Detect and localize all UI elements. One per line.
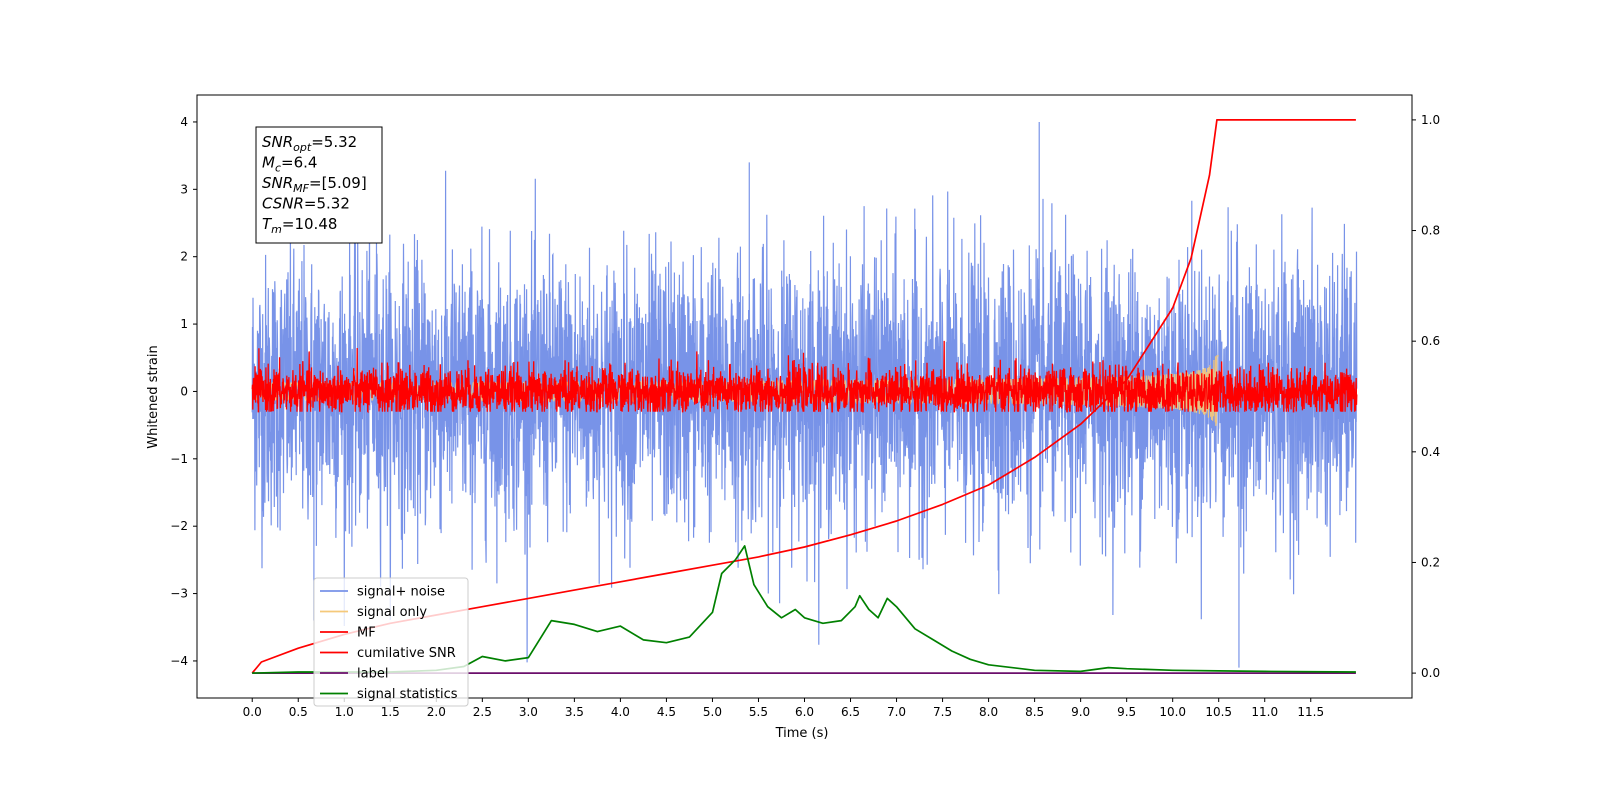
y-axis-right: 0.0 0.2 0.4 0.6 0.8 1.0	[1412, 113, 1440, 680]
x-tick-label: 0.5	[289, 705, 308, 719]
y2-tick-label: 0.6	[1421, 334, 1440, 348]
y2-tick-label: 0.4	[1421, 445, 1440, 459]
x-tick-label: 6.5	[841, 705, 860, 719]
annotation-value: =6.4	[281, 154, 317, 172]
legend-label: signal+ noise	[357, 585, 445, 600]
legend-frame	[313, 577, 469, 707]
x-tick-label: 7.5	[933, 705, 952, 719]
x-tick-label: 7.0	[887, 705, 906, 719]
x-axis-label: Time (s)	[775, 726, 829, 741]
y2-tick-label: 0.8	[1421, 224, 1440, 238]
annotation-line: SNRMF=[5.09]	[262, 174, 367, 195]
annotation-line: Mc=6.4	[262, 154, 317, 175]
x-tick-label: 9.0	[1071, 705, 1090, 719]
x-tick-label: 4.0	[611, 705, 630, 719]
annotation-line: SNRopt=5.32	[262, 133, 357, 154]
y-axis-left: −4 −3 −2 −1 0 1 2 3 4	[170, 115, 197, 668]
series-mf-line	[251, 340, 1358, 414]
annotation-symbol: CSNR	[262, 195, 304, 213]
y-axis-label: Whitened strain	[146, 345, 161, 448]
y-tick-label: 0	[180, 384, 188, 398]
y-tick-label: −2	[170, 519, 188, 533]
x-tick-label: 5.0	[703, 705, 722, 719]
x-tick-label: 11.0	[1251, 705, 1278, 719]
annotation-value: =5.32	[304, 195, 350, 213]
annotation-subscript: opt	[293, 141, 312, 154]
x-tick-label: 11.5	[1297, 705, 1324, 719]
x-tick-label: 1.0	[335, 705, 354, 719]
legend-label: cumilative SNR	[357, 646, 456, 661]
parameter-annotation-box: SNRopt=5.32Mc=6.4SNRMF=[5.09]CSNR=5.32Tm…	[255, 126, 383, 244]
y-tick-label: 1	[180, 317, 188, 331]
x-axis: 0.0 0.5 1.0 1.5 2.0 2.5 3.0 3.5 4.0 4.5 5.0 5.5 6.0 6…	[243, 698, 1324, 719]
series-signal-statistics-line	[252, 545, 1356, 674]
legend-label: MF	[357, 626, 376, 641]
annotation-line: CSNR=5.32	[262, 195, 350, 213]
x-tick-label: 9.5	[1117, 705, 1136, 719]
annotation-subscript: MF	[293, 182, 309, 195]
x-tick-label: 2.5	[473, 705, 492, 719]
y2-tick-label: 1.0	[1421, 113, 1440, 127]
annotation-value: =[5.09]	[309, 174, 367, 192]
y-tick-label: 2	[180, 250, 188, 264]
y-tick-label: 4	[180, 115, 188, 129]
legend: signal+ noise signal only MF cumilative SNR…	[313, 577, 469, 707]
annotation-line: Tm=10.48	[262, 215, 337, 236]
y-tick-label: 3	[180, 182, 188, 196]
x-tick-label: 3.5	[565, 705, 584, 719]
y2-tick-label: 0.0	[1421, 666, 1440, 680]
x-tick-label: 6.0	[795, 705, 814, 719]
y-tick-label: −4	[170, 654, 188, 668]
x-tick-label: 4.5	[657, 705, 676, 719]
x-tick-label: 1.5	[381, 705, 400, 719]
annotation-symbol: SNR	[262, 174, 293, 192]
legend-label: signal only	[357, 605, 427, 620]
annotation-symbol: T	[262, 215, 273, 233]
annotation-subscript: c	[275, 162, 281, 175]
annotation-subscript: m	[271, 223, 282, 236]
x-tick-label: 3.0	[519, 705, 538, 719]
x-tick-label: 10.5	[1205, 705, 1232, 719]
y-tick-label: −3	[170, 587, 188, 601]
x-tick-label: 5.5	[749, 705, 768, 719]
x-tick-label: 2.0	[427, 705, 446, 719]
annotation-value: =10.48	[282, 215, 338, 233]
legend-label: signal statistics	[357, 687, 458, 702]
annotation-frame	[255, 126, 383, 244]
x-tick-label: 8.5	[1025, 705, 1044, 719]
annotation-symbol: SNR	[262, 133, 293, 151]
x-tick-label: 0.0	[243, 705, 262, 719]
y-tick-label: −1	[170, 452, 188, 466]
x-tick-label: 10.0	[1159, 705, 1186, 719]
y2-tick-label: 0.2	[1421, 555, 1440, 569]
annotation-symbol: M	[262, 154, 275, 172]
annotation-value: =5.32	[311, 133, 357, 151]
legend-label: label	[357, 667, 388, 682]
x-tick-label: 8.0	[979, 705, 998, 719]
